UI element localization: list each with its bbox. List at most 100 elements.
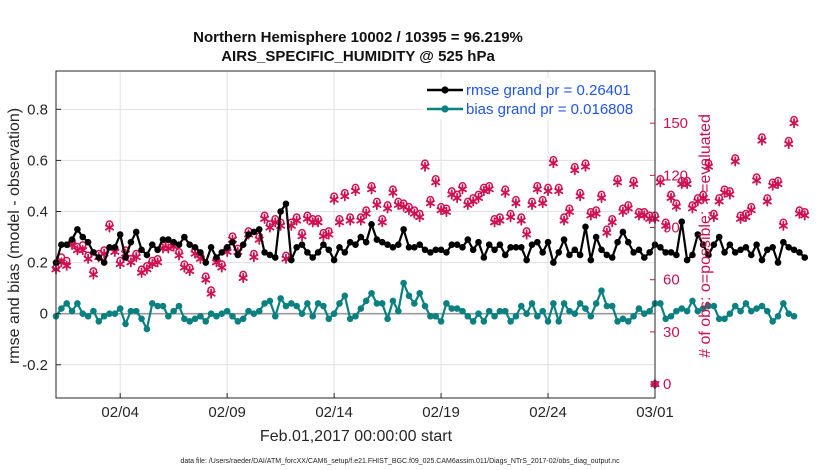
y-right-tick-label: 90	[663, 220, 680, 237]
obs-evaluated-point	[388, 187, 398, 198]
bias-point	[539, 307, 546, 315]
rmse-point	[266, 251, 274, 259]
rmse-point	[566, 251, 573, 259]
rmse-point	[138, 246, 145, 254]
rmse-point	[352, 241, 359, 249]
obs-evaluated-point	[613, 177, 623, 188]
bias-point	[138, 315, 145, 323]
bias-point	[154, 302, 161, 310]
x-tick-label: 02/24	[529, 404, 567, 421]
bias-point	[421, 302, 429, 310]
obs-evaluated-point	[495, 215, 505, 226]
obs-evaluated-point	[538, 198, 548, 209]
rmse-point	[229, 238, 236, 246]
bias-point	[261, 300, 268, 307]
x-tick-label: 03/01	[636, 404, 674, 421]
bias-point	[587, 312, 595, 320]
rmse-point	[694, 231, 702, 238]
bias-point	[571, 310, 579, 317]
obs-evaluated-point	[800, 210, 810, 221]
rmse-point	[191, 243, 199, 251]
rmse-point	[624, 238, 632, 246]
bias-point	[175, 302, 183, 310]
rmse-point	[453, 241, 461, 249]
obs-evaluated-point	[452, 192, 462, 204]
y-axis-right-ticks: 0 30 60 90 120 150	[650, 115, 688, 393]
bias-point	[368, 289, 375, 297]
obs-evaluated-point	[511, 198, 521, 209]
bias-point	[127, 307, 135, 315]
rmse-point	[400, 226, 407, 233]
obs-evaluated-point	[415, 212, 425, 223]
rmse-point	[63, 241, 70, 249]
rmse-point	[79, 233, 87, 241]
bias-point	[223, 307, 231, 315]
obs-evaluated-point	[484, 184, 494, 195]
bias-point	[229, 312, 236, 320]
rmse-point	[790, 246, 798, 254]
obs-evaluated-point	[217, 262, 227, 273]
chart-title-line1: Northern Hemisphere 10002 / 10395 = 96.2…	[193, 29, 523, 46]
bias-point	[673, 307, 680, 315]
bias-point	[753, 305, 760, 312]
bias-point	[517, 302, 525, 310]
obs-evaluated-point	[361, 208, 371, 219]
bias-point	[288, 300, 295, 307]
bias-point	[726, 310, 734, 317]
obs-evaluated-point	[666, 192, 676, 204]
y-axis-right-label: # of obs: o=possible; ∗=evaluated	[697, 114, 714, 358]
bias-point	[416, 289, 423, 297]
bias-point	[394, 307, 402, 315]
rmse-point	[507, 243, 514, 251]
rmse-point	[641, 254, 648, 261]
rmse-point	[758, 256, 766, 264]
rmse-point	[309, 254, 317, 261]
obs-evaluated-point	[655, 177, 665, 188]
obs-evaluated-point	[671, 201, 681, 212]
rmse-point	[689, 251, 696, 259]
rmse-point	[731, 249, 739, 256]
y-tick-label: 0.6	[27, 152, 48, 169]
rmse-point	[528, 241, 536, 249]
obs-evaluated-point	[490, 217, 500, 228]
rmse-point	[277, 208, 284, 215]
obs-evaluated-point	[506, 212, 516, 223]
legend-bias-marker	[441, 105, 449, 113]
y-axis-left-label: rmse and bias (model - observation)	[6, 108, 23, 364]
bias-point	[213, 312, 220, 320]
rmse-point	[373, 236, 381, 243]
plot-frame	[55, 70, 656, 399]
rmse-point	[218, 249, 226, 256]
bias-point	[555, 318, 563, 325]
bias-point	[298, 310, 306, 317]
bias-point	[90, 307, 97, 315]
rmse-point	[517, 243, 525, 251]
obs-count-markers	[51, 115, 810, 390]
obs-evaluated-point	[554, 185, 564, 197]
bias-point	[352, 312, 359, 320]
rmse-point	[534, 238, 541, 246]
bias-point	[362, 297, 370, 305]
rmse-point	[710, 241, 718, 249]
bias-point	[619, 315, 627, 323]
obs-evaluated-point	[126, 257, 136, 268]
legend-rmse-label: rmse grand pr = 0.26401	[466, 82, 631, 99]
y-tick-label: 0.2	[27, 255, 48, 272]
obs-evaluated-point	[532, 184, 542, 195]
rmse-point	[742, 243, 750, 251]
bias-point	[357, 305, 365, 312]
rmse-point	[699, 241, 707, 249]
rmse-point	[459, 243, 466, 251]
rmse-point	[753, 241, 760, 249]
rmse-point	[796, 249, 803, 256]
obs-evaluated-point	[441, 206, 451, 217]
bias-point	[678, 305, 686, 312]
obs-evaluated-point	[607, 217, 617, 228]
obs-evaluated-point	[313, 217, 323, 228]
obs-evaluated-point	[142, 264, 152, 275]
obs-evaluated-point	[500, 187, 510, 198]
bias-point	[598, 287, 605, 295]
obs-evaluated-point	[543, 185, 553, 197]
bias-point	[635, 305, 643, 312]
